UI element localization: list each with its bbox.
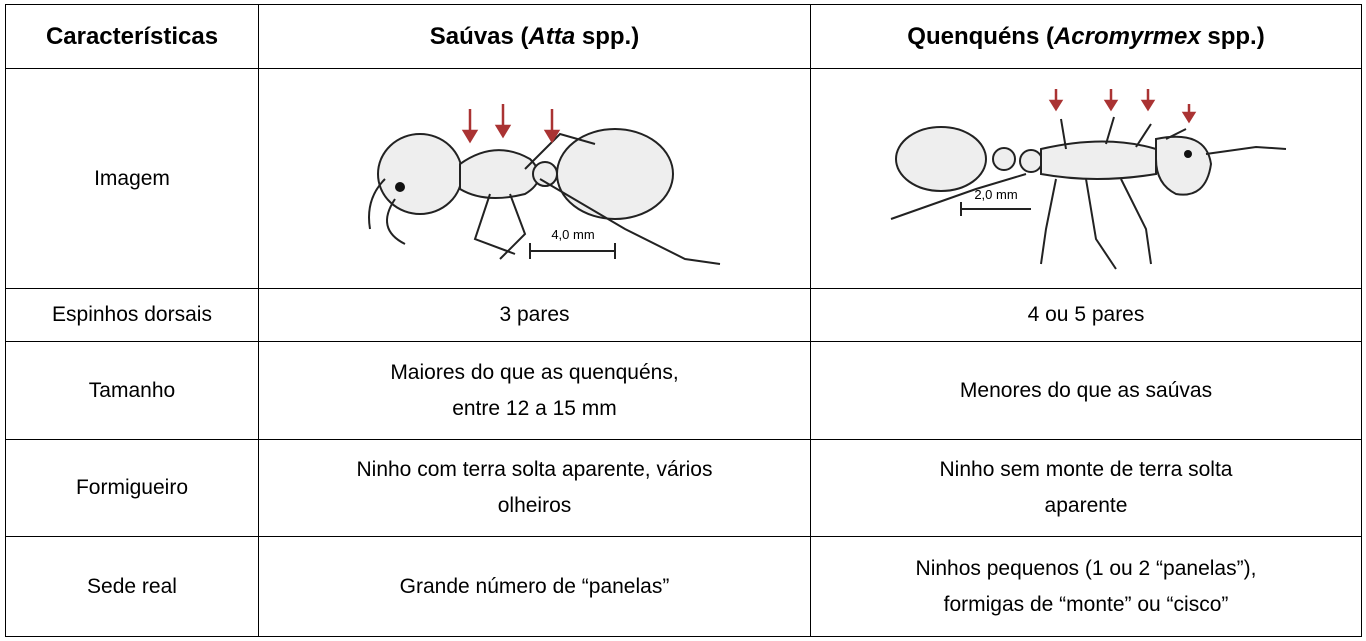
label-text: Tamanho — [88, 378, 176, 402]
text-rows: Espinhos dorsais 3 pares 4 ou 5 pares Taman… — [5, 288, 1362, 637]
image-cell: 2,0 mm — [810, 68, 1362, 289]
row-label: Tamanho — [5, 341, 259, 440]
cell: 3 pares — [258, 288, 811, 342]
row-label: Sede real — [5, 536, 259, 637]
cell: Ninho com terra solta aparente, vários ol… — [258, 439, 811, 537]
header-cell: Características — [5, 4, 259, 69]
cell-line: formigas de “monte” ou “cisco” — [943, 592, 1229, 616]
table-row: Sede real Grande número de “panelas” Ninho… — [5, 536, 1362, 637]
label-text: Formigueiro — [75, 476, 189, 499]
row-label: Formigueiro — [5, 439, 259, 537]
cell: Ninho sem monte de terra solta aparente — [810, 439, 1362, 537]
cell: Maiores do que as quenquéns, entre 12 a 1… — [258, 341, 811, 440]
cell-line: olheiros — [497, 494, 572, 517]
table-row: Espinhos dorsais 3 pares 4 ou 5 pares — [5, 288, 1362, 342]
table-row: Formigueiro Ninho com terra solta aparent… — [5, 439, 1362, 537]
header-italic: Acromyrmex — [1053, 22, 1201, 50]
image-row: Imagem — [5, 68, 1362, 289]
scale-label: 4,0 mm — [551, 227, 594, 242]
cell-line: entre 12 a 15 mm — [452, 396, 617, 420]
header-row: Características Saúvas (Atta spp.) Quenq… — [5, 4, 1362, 69]
cell-line: 4 ou 5 pares — [1027, 303, 1145, 326]
header-text: spp.) — [575, 22, 640, 50]
cell: Ninhos pequenos (1 ou 2 “panelas”), formi… — [810, 536, 1362, 637]
label-text: Espinhos dorsais — [52, 303, 212, 326]
header-text: Características — [45, 22, 219, 50]
acromyrmex-illustration: 2,0 mm — [890, 88, 1287, 270]
header-text: spp.) — [1200, 22, 1265, 50]
atta-illustration: 4,0 mm — [367, 103, 720, 265]
cell-line: Ninho sem monte de terra solta — [939, 458, 1233, 481]
cell-line: Ninho com terra solta aparente, vários — [356, 458, 713, 481]
cell: 4 ou 5 pares — [810, 288, 1362, 342]
comparison-table: Características Saúvas (Atta spp.) Quenq… — [5, 4, 1362, 637]
header-cell: Quenquéns (Acromyrmex spp.) — [810, 4, 1362, 69]
cell-line: 3 pares — [499, 303, 570, 326]
cell-line: aparente — [1044, 494, 1128, 517]
row-label: Imagem — [5, 68, 259, 289]
cell-line: Maiores do que as quenquéns, — [390, 360, 679, 384]
row-label: Espinhos dorsais — [5, 288, 259, 342]
header-cell: Saúvas (Atta spp.) — [258, 4, 811, 69]
cell-line: Menores do que as saúvas — [959, 378, 1213, 402]
label-text: Sede real — [87, 574, 177, 598]
header-italic: Atta — [528, 22, 576, 50]
label-text: Imagem — [94, 166, 170, 190]
cell-line: Ninhos pequenos (1 ou 2 “panelas”), — [915, 556, 1257, 580]
cell-line: Grande número de “panelas” — [399, 574, 670, 598]
header-text: Quenquéns ( — [907, 22, 1054, 50]
table-row: Tamanho Maiores do que as quenquéns, entre… — [5, 341, 1362, 440]
header-text: Saúvas ( — [429, 22, 529, 50]
cell: Menores do que as saúvas — [810, 341, 1362, 440]
image-cell: 4,0 mm — [258, 68, 811, 289]
scale-label: 2,0 mm — [974, 187, 1017, 202]
cell: Grande número de “panelas” — [258, 536, 811, 637]
